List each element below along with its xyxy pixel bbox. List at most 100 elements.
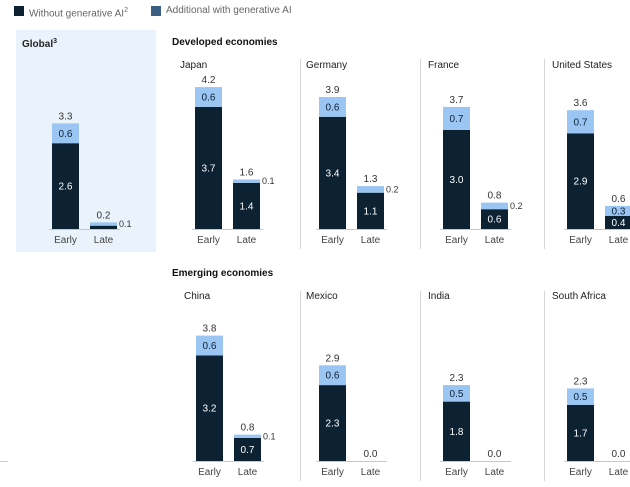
bar-base-mexico-early <box>319 385 346 461</box>
bar-addition-china-early <box>196 335 223 356</box>
category-label-mexico-early: Early <box>321 467 344 478</box>
bar-addition-japan-early <box>195 87 222 107</box>
bar-addition-united-states-early <box>567 110 594 134</box>
bar-base-china-late <box>234 437 261 461</box>
category-label-united-states-late: Late <box>609 235 629 246</box>
emerging-economies-title: Emerging economies <box>172 268 274 279</box>
bar-base-label-germany-early: 3.4 <box>326 168 340 179</box>
panel-title-united-states: United States <box>552 60 612 71</box>
bar-addition-label-mexico-early: 0.6 <box>326 371 340 382</box>
bar-addition-label-united-states-early: 0.7 <box>574 117 588 128</box>
bar-base-japan-early <box>195 106 222 229</box>
bar-addition-mexico-early <box>319 365 346 386</box>
bar-addition-germany-early <box>319 97 346 117</box>
panel-title-south-africa: South Africa <box>552 291 606 302</box>
global-panel-background <box>16 30 156 252</box>
bar-base-global-late <box>90 225 117 229</box>
category-label-france-late: Late <box>485 235 505 246</box>
bar-addition-france-early <box>443 106 470 130</box>
bar-total-label-united-states-late: 0.6 <box>612 194 626 205</box>
bar-base-label-china-early: 3.2 <box>203 404 217 415</box>
bar-base-france-early <box>443 130 470 229</box>
category-label-india-late: Late <box>485 467 505 478</box>
bar-total-label-japan-late: 1.6 <box>240 168 254 179</box>
category-label-global-early: Early <box>54 235 77 246</box>
category-label-global-late: Late <box>94 235 114 246</box>
bar-total-label-south-africa-early: 2.3 <box>574 376 588 387</box>
legend-swatch-with <box>151 6 161 16</box>
category-label-china-early: Early <box>198 467 221 478</box>
bar-addition-label-south-africa-early: 0.5 <box>574 392 588 403</box>
bar-base-germany-late <box>357 192 384 229</box>
divider-emerging-2 <box>420 291 421 481</box>
bar-addition-label-germany-early: 0.6 <box>326 102 340 113</box>
panel-title-mexico: Mexico <box>306 291 338 302</box>
bar-total-label-china-early: 3.8 <box>203 324 217 335</box>
panel-title-india: India <box>428 291 450 302</box>
bar-total-label-global-late: 0.2 <box>97 210 111 221</box>
bar-addition-france-late <box>481 202 508 210</box>
bar-addition-label-india-early: 0.5 <box>450 389 464 400</box>
bar-total-label-germany-early: 3.9 <box>326 85 340 96</box>
bar-base-china-early <box>196 355 223 461</box>
category-label-united-states-early: Early <box>569 235 592 246</box>
bar-base-south-africa-early <box>567 404 594 461</box>
bar-base-label-china-late: 0.7 <box>241 445 255 456</box>
bar-total-label-india-early: 2.3 <box>450 373 464 384</box>
bar-addition-south-africa-early <box>567 388 594 405</box>
bar-base-label-germany-late: 1.1 <box>364 206 378 217</box>
legend-label-without: Without generative AI2 <box>29 7 128 20</box>
bar-base-label-global-early: 2.6 <box>59 182 73 193</box>
bar-side-label-global-late: 0.1 <box>119 219 132 229</box>
bar-base-united-states-early <box>567 133 594 229</box>
left-edge-tick <box>0 461 8 462</box>
bar-base-label-japan-late: 1.4 <box>240 201 254 212</box>
bar-total-label-global-early: 3.3 <box>59 111 73 122</box>
bar-addition-japan-late <box>233 179 260 183</box>
bar-addition-germany-late <box>357 186 384 193</box>
developed-economies-title: Developed economies <box>172 37 278 48</box>
bar-addition-china-late <box>234 434 261 438</box>
bar-addition-label-united-states-late: 0.3 <box>612 206 626 217</box>
bar-base-united-states-late <box>605 215 630 229</box>
divider-developed-3 <box>544 59 545 249</box>
category-label-germany-early: Early <box>321 235 344 246</box>
bar-addition-india-early <box>443 385 470 402</box>
bar-base-label-japan-early: 3.7 <box>202 163 216 174</box>
bar-addition-united-states-late <box>605 205 630 216</box>
panel-title-global: Global3 <box>22 38 57 50</box>
bar-base-label-united-states-late: 0.4 <box>612 218 626 229</box>
bar-base-india-early <box>443 401 470 461</box>
bar-side-label-france-late: 0.2 <box>510 201 523 211</box>
legend-swatch-without <box>14 6 24 16</box>
bar-base-label-united-states-early: 2.9 <box>574 177 588 188</box>
bar-base-label-south-africa-early: 1.7 <box>574 428 588 439</box>
category-label-china-late: Late <box>238 467 258 478</box>
bar-base-germany-early <box>319 116 346 229</box>
bar-base-label-france-late: 0.6 <box>488 215 502 226</box>
category-label-japan-late: Late <box>237 235 257 246</box>
panel-title-china: China <box>184 291 211 302</box>
bar-total-label-japan-early: 4.2 <box>202 75 216 86</box>
category-label-south-africa-early: Early <box>569 467 592 478</box>
bar-total-label-france-early: 3.7 <box>450 95 464 106</box>
category-label-japan-early: Early <box>197 235 220 246</box>
category-label-france-early: Early <box>445 235 468 246</box>
divider-developed-1 <box>300 59 301 249</box>
category-label-south-africa-late: Late <box>609 467 629 478</box>
bar-addition-label-france-early: 0.7 <box>450 114 464 125</box>
bar-addition-label-japan-early: 0.6 <box>202 93 216 104</box>
bar-base-label-france-early: 3.0 <box>450 175 464 186</box>
bar-base-japan-late <box>233 182 260 229</box>
category-label-mexico-late: Late <box>361 467 381 478</box>
bar-addition-label-global-early: 0.6 <box>59 129 73 140</box>
bar-base-france-late <box>481 209 508 229</box>
bar-total-label-mexico-late: 0.0 <box>364 449 378 460</box>
bar-total-label-china-late: 0.8 <box>241 423 255 434</box>
bar-base-label-mexico-early: 2.3 <box>326 419 340 430</box>
category-label-india-early: Early <box>445 467 468 478</box>
bar-base-label-india-early: 1.8 <box>450 427 464 438</box>
bar-total-label-united-states-early: 3.6 <box>574 98 588 109</box>
legend-label-with: Additional with generative AI <box>166 5 292 16</box>
